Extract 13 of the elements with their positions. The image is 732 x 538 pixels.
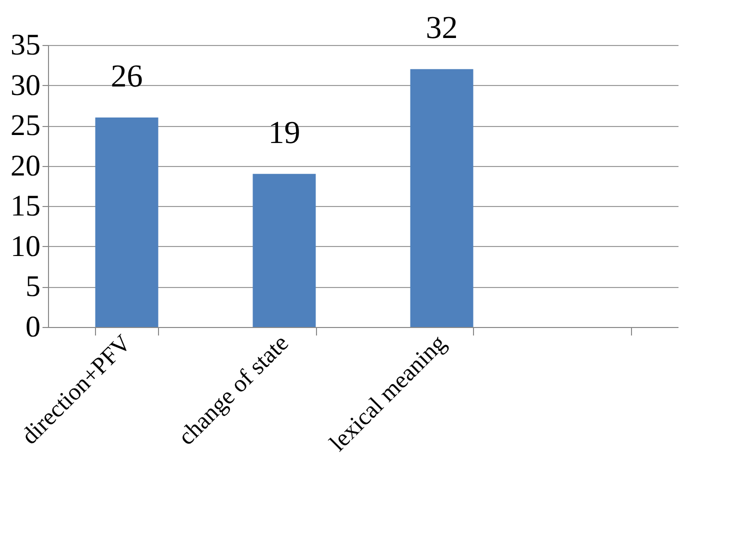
y-tick-label: 5: [26, 270, 40, 304]
y-tick-label: 30: [10, 68, 40, 102]
y-tick-label: 15: [10, 190, 40, 223]
bar: [410, 69, 474, 327]
data-label: 19: [268, 114, 300, 150]
bar: [252, 174, 316, 327]
y-tick-label: 20: [10, 149, 40, 182]
y-tick-label: 35: [10, 28, 40, 62]
y-tick-label: 10: [10, 230, 40, 263]
y-tick-label: 25: [10, 109, 40, 142]
bar: [95, 118, 158, 327]
data-label: 32: [426, 9, 458, 46]
data-label: 26: [110, 58, 143, 94]
